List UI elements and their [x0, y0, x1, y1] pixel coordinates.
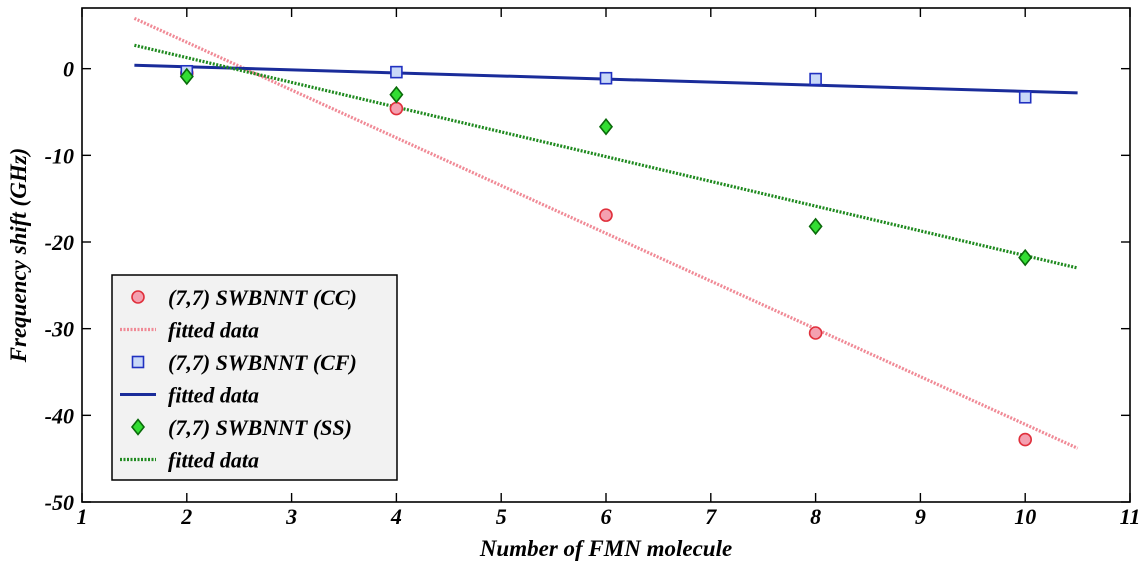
- x-tick-label: 1: [77, 504, 88, 529]
- x-tick-label: 7: [705, 504, 717, 529]
- legend-marker-2: [130, 418, 146, 436]
- legend: (7,7) SWBNNT (CC) fitted data (7,7) SWBNNT…: [111, 274, 398, 481]
- data-point-0-2: [599, 208, 613, 222]
- x-tick-label: 8: [810, 504, 821, 529]
- data-point-2-4: [1018, 248, 1033, 267]
- x-tick-label: 6: [601, 504, 612, 529]
- y-tick-label: -10: [45, 143, 74, 168]
- x-tick-label: 10: [1014, 504, 1036, 529]
- x-tick-label: 11: [1120, 504, 1141, 529]
- legend-fit-label-1: fitted data: [168, 383, 259, 408]
- data-point-1-1: [390, 65, 403, 79]
- legend-box: [111, 274, 398, 481]
- legend-label-0: (7,7) SWBNNT (CC): [168, 285, 357, 310]
- fit-line-0: [133, 16, 1079, 450]
- data-point-2-0: [179, 67, 194, 86]
- x-tick-label: 4: [390, 504, 402, 529]
- data-point-0-4: [1018, 432, 1032, 447]
- tick-labels-layer: 1 2 3 4 5 6 7 8 9 10 11 0 -10 -20 -30 -40 -50: [45, 57, 1141, 529]
- x-tick-label: 9: [915, 504, 926, 529]
- data-points-layer: [179, 64, 1033, 447]
- fit-line-2: [134, 43, 1078, 270]
- x-tick-label: 2: [180, 504, 192, 529]
- data-point-0-3: [808, 326, 823, 340]
- y-tick-label: -40: [45, 403, 74, 428]
- x-tick-label: 3: [285, 504, 297, 529]
- legend-marker-1: [131, 355, 145, 369]
- x-axis-label: Number of FMN molecule: [479, 536, 732, 561]
- data-point-1-4: [1018, 90, 1032, 104]
- legend-label-2: (7,7) SWBNNT (SS): [168, 415, 352, 440]
- data-point-0-1: [389, 101, 404, 116]
- data-point-2-2: [598, 117, 614, 136]
- data-point-1-3: [809, 72, 822, 86]
- y-tick-label: -20: [45, 230, 74, 255]
- legend-fit-label-2: fitted data: [168, 448, 259, 473]
- y-axis-label: Frequency shift (GHz): [6, 148, 31, 364]
- data-point-2-3: [808, 217, 823, 236]
- y-tick-label: -30: [45, 317, 74, 342]
- legend-label-1: (7,7) SWBNNT (CF): [168, 350, 357, 375]
- data-point-2-1: [389, 85, 404, 104]
- y-tick-label: 0: [63, 57, 74, 82]
- legend-marker-0: [131, 290, 145, 304]
- x-tick-label: 5: [496, 504, 507, 529]
- y-tick-label: -50: [45, 490, 74, 515]
- data-point-1-2: [599, 71, 613, 85]
- legend-fit-label-0: fitted data: [168, 318, 259, 343]
